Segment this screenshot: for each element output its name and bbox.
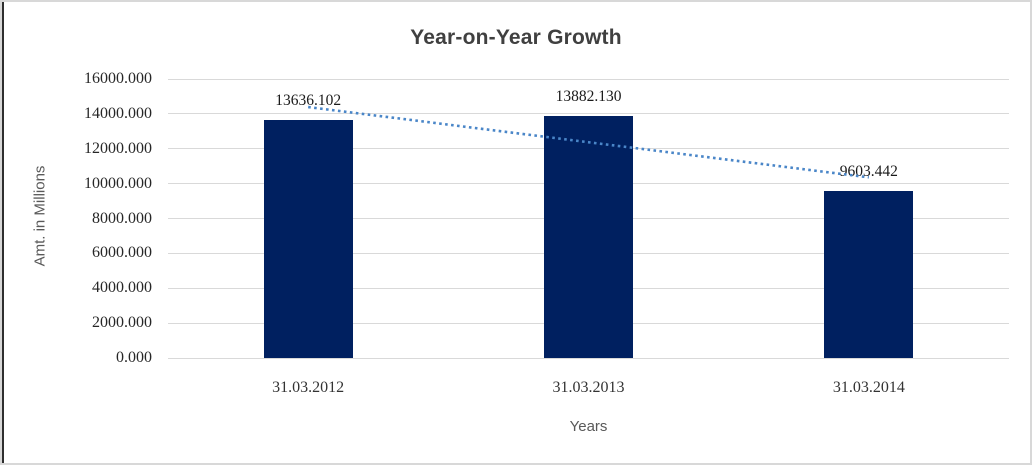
bar-31.03.2012 [263,120,353,358]
y-tick-label: 16000.000 [84,70,152,87]
data-label: 13636.102 [275,92,342,110]
gridline [168,357,1009,359]
x-tick-label: 31.03.2014 [832,379,905,396]
gridline [168,113,1009,115]
y-tick-label: 0.000 [116,349,152,366]
y-tick-label: 4000.000 [92,279,152,297]
y-tick-label: 12000.000 [84,139,152,157]
y-tick-label: 8000.000 [92,209,152,227]
chart-title: Year-on-Year Growth [410,26,622,49]
x-tick-label: 31.03.2012 [272,379,345,396]
x-axis-title: Years [569,418,608,435]
plot-area: 0.000 2000.000 4000.000 6000.000 8000.000 100… [84,71,1009,396]
x-tick-label: 31.03.2013 [552,379,625,396]
bar-31.03.2014 [824,190,914,358]
data-label: 13882.130 [555,87,622,105]
y-tick-label: 10000.000 [84,174,152,192]
y-tick-label: 2000.000 [92,314,152,332]
y-tick-label: 14000.000 [84,104,152,122]
gridline [168,78,1009,80]
trendline [308,105,869,179]
bar-31.03.2013 [544,115,633,358]
y-tick-label: 6000.000 [92,244,152,262]
data-label: 9603.442 [839,162,898,180]
